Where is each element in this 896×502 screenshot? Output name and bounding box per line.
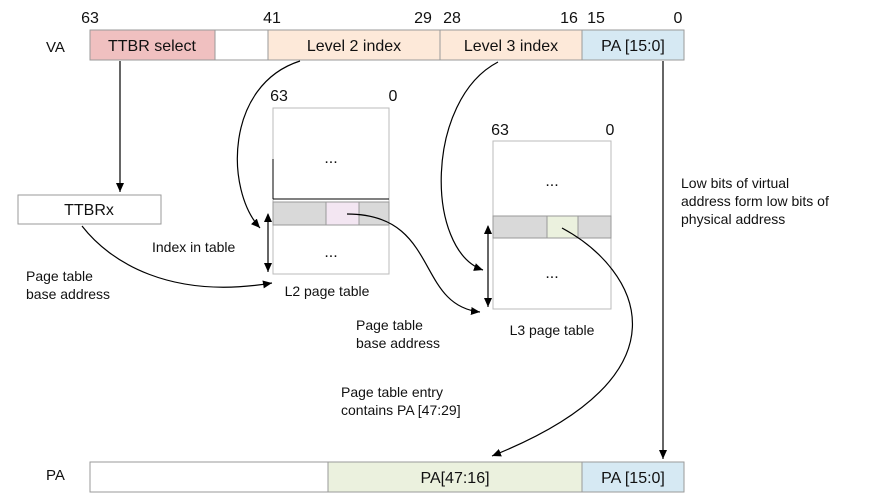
ttbrx-to-l2-arrow (81, 225, 273, 289)
ptba-label-2-line2: base address (356, 335, 440, 351)
pa-low-field (581, 461, 685, 493)
ttbrx-label: TTBRx (64, 202, 114, 219)
pa-unused-field (89, 461, 329, 493)
low-bits-label-line2: address form low bits of (681, 193, 829, 209)
va-unused-field (214, 29, 269, 61)
ptba-label-1-line2: base address (26, 286, 110, 302)
l3-caption: L3 page table (510, 322, 595, 338)
ttbrx-box (17, 194, 162, 225)
l2-ellipsis-bottom: ... (324, 244, 337, 261)
level2-index-arrow (236, 60, 301, 229)
va-bit-41: 41 (263, 10, 281, 27)
l3-entry-to-pa-arrow (491, 227, 634, 457)
va-pa-low-text: PA [15:0] (601, 38, 665, 55)
va-bit-0: 0 (674, 10, 683, 27)
va-level3-text: Level 3 index (464, 38, 558, 55)
level3-index-arrow (440, 61, 499, 271)
index-in-table-label: Index in table (152, 239, 235, 255)
pa-label: PA (46, 467, 65, 484)
ptba-label-1-line1: Page table (26, 268, 93, 284)
va-label: VA (46, 39, 65, 56)
va-bit-63: 63 (81, 10, 99, 27)
l2-caption: L2 page table (285, 283, 370, 299)
l2-table-box (272, 107, 390, 275)
l3-bit-0: 0 (606, 122, 615, 139)
pte-label-line1: Page table entry (341, 384, 443, 400)
va-bit-28: 28 (443, 10, 461, 27)
pte-label-line2: contains PA [47:29] (341, 402, 461, 418)
low-bits-label-line1: Low bits of virtual (681, 175, 789, 191)
va-pa-low-field (581, 29, 685, 61)
l2-entry-to-l3-arrow (346, 213, 481, 315)
low-bits-label-line3: physical address (681, 211, 785, 227)
va-level2-field (267, 29, 441, 61)
va-bit-29: 29 (414, 10, 432, 27)
va-bit-16: 16 (560, 10, 578, 27)
va-ttbr-select-field (89, 29, 216, 61)
l2-table-entry-highlight (325, 201, 360, 226)
l2-bit-0: 0 (389, 88, 398, 105)
va-bit-15: 15 (587, 10, 605, 27)
pa-low-text: PA [15:0] (601, 470, 665, 487)
l3-ellipsis-top: ... (545, 173, 558, 190)
va-ttbr-select-text: TTBR select (108, 38, 197, 55)
ptba-label-2-line1: Page table (356, 317, 423, 333)
pa-high-text: PA[47:16] (420, 470, 489, 487)
va-level3-field (439, 29, 583, 61)
l2-bit-63: 63 (270, 88, 288, 105)
l3-bit-63: 63 (491, 122, 509, 139)
l2-ellipsis-top: ... (324, 150, 337, 167)
l3-ellipsis-bottom: ... (545, 265, 558, 282)
va-level2-text: Level 2 index (307, 38, 401, 55)
